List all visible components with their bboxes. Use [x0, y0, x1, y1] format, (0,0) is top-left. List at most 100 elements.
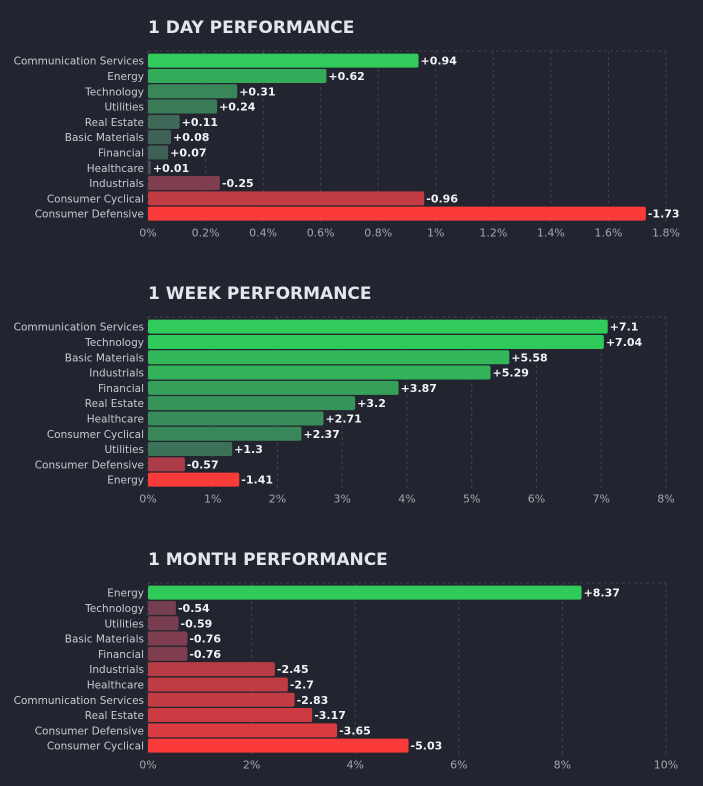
category-label: Communication Services	[14, 695, 144, 707]
x-tick-label: 1.8%	[652, 226, 680, 239]
category-label: Industrials	[89, 178, 144, 190]
bar	[148, 662, 275, 677]
category-label: Energy	[107, 71, 144, 83]
bar-value-label: -0.96	[426, 192, 458, 205]
x-tick-label: 6%	[528, 492, 545, 505]
bar-value-label: +0.08	[173, 131, 209, 144]
bar	[148, 319, 608, 334]
bar	[148, 677, 288, 692]
x-tick-label: 0.6%	[307, 226, 335, 239]
bar-value-label: -0.54	[178, 602, 210, 615]
x-tick-label: 3%	[334, 492, 351, 505]
category-label: Basic Materials	[65, 634, 144, 646]
x-tick-label: 5%	[463, 492, 480, 505]
bar	[148, 411, 324, 426]
category-label: Basic Materials	[65, 132, 144, 144]
bar	[148, 206, 646, 221]
bar	[148, 114, 180, 129]
bar	[148, 738, 409, 753]
bar-value-label: +0.62	[328, 70, 364, 83]
bar	[148, 145, 169, 160]
x-tick-label: 0%	[139, 758, 156, 771]
x-tick-label: 8%	[657, 492, 674, 505]
x-tick-label: 1%	[427, 226, 444, 239]
bar	[148, 350, 510, 365]
x-tick-label: 1.4%	[537, 226, 565, 239]
category-label: Financial	[98, 649, 144, 661]
category-label: Utilities	[104, 618, 144, 630]
bar-value-label: +5.58	[511, 351, 547, 364]
x-tick-label: 4%	[398, 492, 415, 505]
bar	[148, 646, 188, 661]
bar-value-label: +1.3	[234, 443, 263, 456]
bar-value-label: -5.03	[411, 740, 443, 753]
category-label: Utilities	[104, 102, 144, 114]
category-label: Healthcare	[87, 163, 144, 175]
bar-value-label: +3.87	[401, 382, 437, 395]
bar-value-label: -0.25	[222, 177, 254, 190]
category-label: Industrials	[89, 368, 144, 380]
bar	[148, 631, 188, 646]
x-tick-label: 8%	[554, 758, 571, 771]
bar	[148, 396, 356, 411]
x-tick-label: 0%	[139, 492, 156, 505]
bar-value-label: +0.11	[182, 116, 218, 129]
bar	[148, 585, 582, 600]
bar-value-label: +7.1	[610, 321, 639, 334]
bar-value-label: -0.57	[187, 458, 219, 471]
category-label: Real Estate	[85, 398, 144, 410]
category-label: Consumer Defensive	[35, 459, 144, 471]
bar	[148, 426, 302, 441]
bar	[148, 84, 238, 99]
bar-value-label: -3.65	[339, 724, 371, 737]
bar	[148, 442, 233, 457]
bar	[148, 380, 399, 395]
category-label: Healthcare	[87, 679, 144, 691]
bar-value-label: +3.2	[357, 397, 386, 410]
category-label: Consumer Cyclical	[47, 429, 144, 441]
bar	[148, 723, 338, 738]
bar	[148, 99, 218, 114]
bar	[148, 160, 151, 175]
x-tick-label: 0.4%	[249, 226, 277, 239]
bar-value-label: +5.29	[493, 367, 529, 380]
category-label: Industrials	[89, 664, 144, 676]
category-label: Healthcare	[87, 413, 144, 425]
category-label: Basic Materials	[65, 352, 144, 364]
bar	[148, 334, 604, 349]
bar-value-label: -3.17	[314, 709, 346, 722]
category-label: Technology	[84, 86, 144, 98]
bar	[148, 53, 419, 68]
bar-value-label: +0.24	[219, 101, 256, 114]
bar	[148, 708, 313, 723]
category-label: Financial	[98, 147, 144, 159]
x-tick-label: 2%	[243, 758, 260, 771]
bar	[148, 600, 176, 615]
bar	[148, 457, 185, 472]
bar-value-label: -2.45	[277, 663, 309, 676]
category-label: Energy	[107, 475, 144, 487]
bar-value-label: +0.07	[170, 146, 206, 159]
bar	[148, 472, 240, 487]
category-label: Financial	[98, 383, 144, 395]
bar-value-label: +0.31	[239, 85, 275, 98]
chart-title-2: 1 MONTH PERFORMANCE	[148, 550, 388, 570]
x-tick-label: 0.8%	[364, 226, 392, 239]
x-tick-label: 0.2%	[192, 226, 220, 239]
x-tick-label: 7%	[593, 492, 610, 505]
category-label: Real Estate	[85, 710, 144, 722]
category-label: Consumer Defensive	[35, 209, 144, 221]
bar-value-label: -2.7	[290, 678, 314, 691]
x-tick-label: 4%	[346, 758, 363, 771]
x-tick-label: 1%	[204, 492, 221, 505]
bar-value-label: +0.01	[153, 162, 189, 175]
bar-value-label: -2.83	[297, 694, 329, 707]
bar-value-label: -1.41	[241, 474, 273, 487]
bar	[148, 692, 295, 707]
category-label: Communication Services	[14, 322, 144, 334]
x-tick-label: 1.6%	[594, 226, 622, 239]
category-label: Consumer Cyclical	[47, 741, 144, 753]
x-tick-label: 1.2%	[479, 226, 507, 239]
